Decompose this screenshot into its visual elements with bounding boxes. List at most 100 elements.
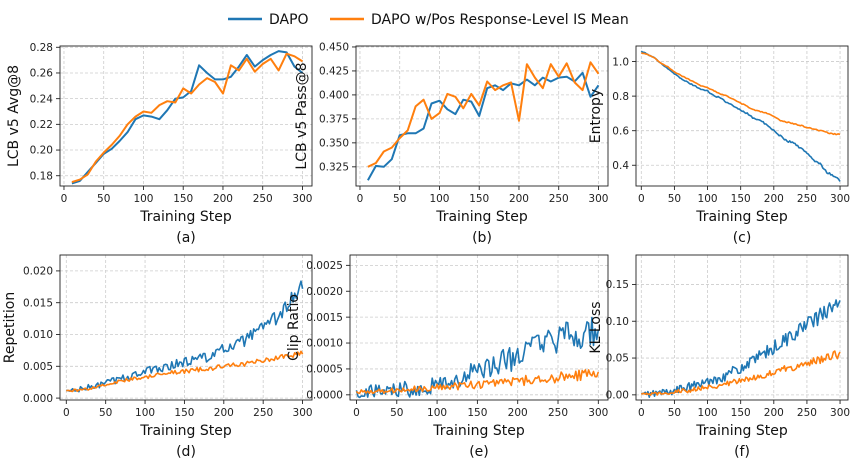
x-tick-label: 300 (830, 407, 850, 419)
y-tick-label: 1.0 (612, 56, 629, 68)
x-tick-label: 200 (764, 193, 784, 205)
x-tick-label: 100 (698, 407, 718, 419)
chart-panel-b: 0 50 100 150 200 250 300 0.325 0.350 0.375 0.400 0.… (294, 42, 608, 246)
x-tick-label: 300 (292, 193, 312, 205)
x-tick-label: 0 (61, 193, 68, 205)
y-tick-label: 0.000 (23, 393, 53, 405)
y-axis-title: Clip Ratio (286, 294, 302, 361)
y-axis-title: KL Loss (588, 301, 604, 353)
series-line-dapo (355, 316, 600, 399)
series-line-dapo-pos-is (71, 52, 304, 184)
y-tick-label: 0.26 (30, 68, 54, 80)
series-line-dapo (367, 71, 600, 181)
series-line-dapo (641, 299, 841, 399)
y-axis-title: LCB v5 Pass@8 (294, 62, 310, 169)
x-tick-label: 150 (731, 407, 751, 419)
legend: DAPO DAPO w/Pos Response-Level IS Mean (228, 12, 629, 28)
x-tick-label: 100 (427, 407, 447, 419)
series-line-dapo-pos-is (367, 61, 600, 168)
series-line-dapo (71, 50, 304, 185)
x-tick-label: 100 (133, 193, 153, 205)
y-axis-title: Repetition (2, 292, 18, 363)
y-axis-title: Entropy (588, 89, 604, 143)
y-tick-label: 0.4 (612, 160, 629, 172)
x-tick-label: 50 (99, 407, 112, 419)
y-tick-label: 0.400 (319, 90, 349, 102)
x-tick-label: 300 (588, 407, 608, 419)
legend-label-dapo-pos-is: DAPO w/Pos Response-Level IS Mean (371, 12, 629, 28)
panel-caption: (b) (472, 230, 492, 246)
x-tick-label: 250 (549, 193, 569, 205)
x-tick-label: 200 (508, 407, 528, 419)
x-axis-title: Training Step (139, 209, 232, 225)
chart-panel-c: 0 50 100 150 200 250 300 0.4 0.6 0.8 1.0 Training S… (588, 45, 850, 246)
panel-caption: (d) (176, 444, 196, 460)
chart-panel-f: 0 50 100 150 200 250 300 0.00 0.05 0.10 0.15 Traini… (588, 254, 850, 460)
plot-frame (355, 45, 609, 187)
x-tick-label: 150 (469, 193, 489, 205)
y-tick-label: 0.020 (23, 266, 53, 278)
panel-caption: (e) (469, 444, 489, 460)
plot-frame (635, 254, 849, 401)
x-tick-label: 150 (467, 407, 487, 419)
x-tick-label: 50 (668, 407, 681, 419)
y-tick-label: 0.00 (606, 390, 629, 402)
y-tick-label: 0.05 (606, 353, 629, 365)
y-tick-label: 0.005 (23, 361, 53, 373)
x-tick-label: 250 (253, 407, 273, 419)
y-tick-label: 0.10 (606, 316, 629, 328)
y-tick-label: 0.425 (319, 66, 349, 78)
y-tick-label: 0.15 (606, 279, 629, 291)
x-tick-label: 250 (797, 407, 817, 419)
y-tick-label: 0.0005 (306, 364, 343, 376)
x-axis-title: Training Step (435, 209, 528, 225)
y-tick-label: 0.350 (319, 138, 349, 150)
chart-panel-e: 0 50 100 150 200 250 300 0.0000 0.0005 0.0010 0.00… (286, 254, 609, 460)
y-tick-label: 0.325 (319, 162, 349, 174)
x-tick-label: 300 (830, 193, 850, 205)
plot-frame (349, 254, 609, 401)
x-tick-label: 100 (135, 407, 155, 419)
y-tick-label: 0.8 (612, 91, 629, 103)
plot-frame (635, 45, 849, 187)
x-axis-title: Training Step (695, 209, 788, 225)
x-axis-title: Training Step (695, 423, 788, 439)
y-tick-label: 0.450 (319, 42, 349, 54)
x-tick-label: 300 (293, 407, 313, 419)
y-tick-label: 0.0010 (306, 338, 343, 350)
x-tick-label: 200 (213, 193, 233, 205)
legend-label-dapo: DAPO (269, 12, 309, 28)
series-line-dapo-pos-is (640, 52, 841, 136)
panel-caption: (f) (734, 444, 750, 460)
x-tick-label: 150 (731, 193, 751, 205)
x-axis-title: Training Step (139, 423, 232, 439)
x-tick-label: 0 (638, 193, 645, 205)
series-line-dapo-pos-is (640, 350, 841, 396)
x-tick-label: 50 (668, 193, 681, 205)
series-line-dapo (66, 280, 304, 393)
series-line-dapo-pos-is (355, 369, 600, 395)
plot-frame (59, 254, 313, 401)
x-tick-label: 0 (63, 407, 70, 419)
y-axis-title: LCB v5 Avg@8 (6, 65, 22, 167)
y-tick-label: 0.20 (30, 145, 53, 157)
x-tick-label: 200 (764, 407, 784, 419)
y-tick-label: 0.0025 (306, 260, 343, 272)
series-line-dapo (640, 50, 841, 182)
x-axis-title: Training Step (432, 423, 525, 439)
y-tick-label: 0.22 (30, 119, 53, 131)
y-tick-label: 0.0000 (306, 390, 343, 402)
x-tick-label: 0 (353, 407, 360, 419)
y-tick-label: 0.28 (30, 42, 53, 54)
y-tick-label: 0.18 (30, 170, 53, 182)
x-tick-label: 0 (357, 193, 364, 205)
x-tick-label: 200 (509, 193, 529, 205)
panel-caption: (c) (733, 230, 752, 246)
y-tick-label: 0.0020 (306, 286, 343, 298)
plot-frame (59, 45, 313, 187)
x-tick-label: 50 (97, 193, 110, 205)
y-tick-label: 0.24 (30, 93, 54, 105)
y-tick-label: 0.375 (319, 114, 349, 126)
x-tick-label: 250 (253, 193, 273, 205)
